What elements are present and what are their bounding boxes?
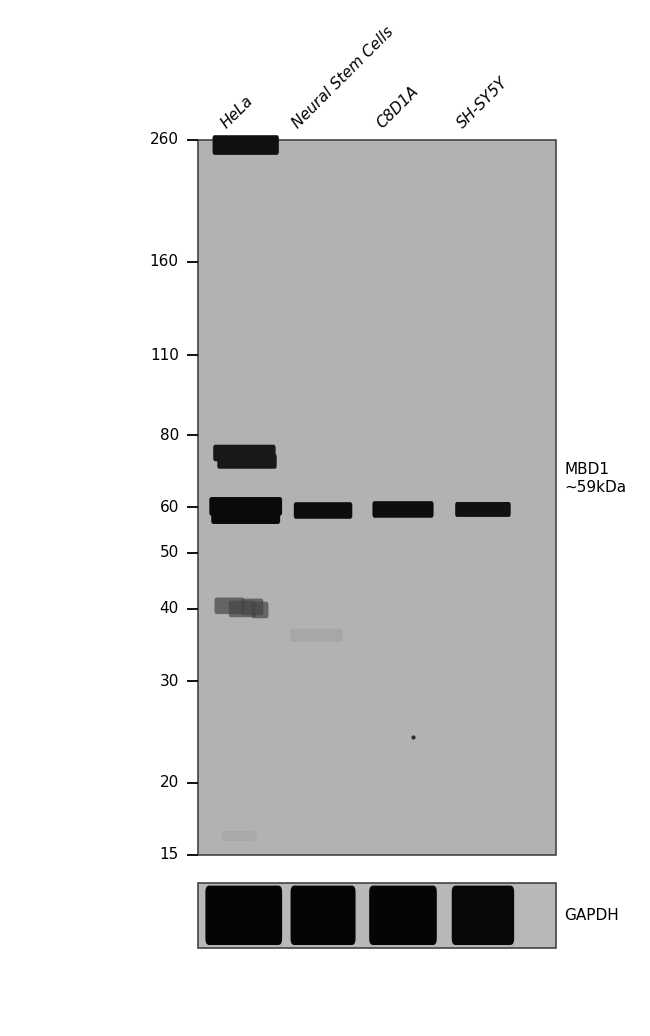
Bar <box>198 140 556 855</box>
Text: GAPDH: GAPDH <box>564 908 619 923</box>
Text: 15: 15 <box>159 847 179 862</box>
FancyBboxPatch shape <box>452 886 514 945</box>
Text: 30: 30 <box>159 673 179 689</box>
Text: 20: 20 <box>159 775 179 790</box>
FancyBboxPatch shape <box>252 602 268 618</box>
Text: 40: 40 <box>159 602 179 616</box>
Text: 50: 50 <box>159 546 179 560</box>
Text: Neural Stem Cells: Neural Stem Cells <box>290 25 396 132</box>
FancyBboxPatch shape <box>205 886 282 945</box>
Text: MBD1
~59kDa: MBD1 ~59kDa <box>564 462 627 495</box>
Text: 60: 60 <box>159 499 179 515</box>
Text: HeLa: HeLa <box>218 93 256 132</box>
FancyBboxPatch shape <box>211 508 280 524</box>
Text: 160: 160 <box>150 254 179 269</box>
FancyBboxPatch shape <box>291 629 343 642</box>
FancyBboxPatch shape <box>291 886 356 945</box>
FancyBboxPatch shape <box>214 598 244 614</box>
FancyBboxPatch shape <box>209 497 282 516</box>
FancyBboxPatch shape <box>213 135 279 154</box>
Text: 110: 110 <box>150 348 179 363</box>
FancyBboxPatch shape <box>372 501 434 518</box>
Text: 80: 80 <box>159 428 179 442</box>
FancyBboxPatch shape <box>369 886 437 945</box>
FancyBboxPatch shape <box>455 502 511 517</box>
FancyBboxPatch shape <box>241 599 263 615</box>
FancyBboxPatch shape <box>294 502 352 519</box>
FancyBboxPatch shape <box>217 454 277 468</box>
Bar <box>198 883 556 948</box>
Text: 260: 260 <box>150 133 179 147</box>
Text: C8D1A: C8D1A <box>374 84 422 132</box>
FancyBboxPatch shape <box>222 831 257 841</box>
Text: SH-SY5Y: SH-SY5Y <box>454 76 510 132</box>
FancyBboxPatch shape <box>229 601 256 617</box>
FancyBboxPatch shape <box>213 444 276 461</box>
